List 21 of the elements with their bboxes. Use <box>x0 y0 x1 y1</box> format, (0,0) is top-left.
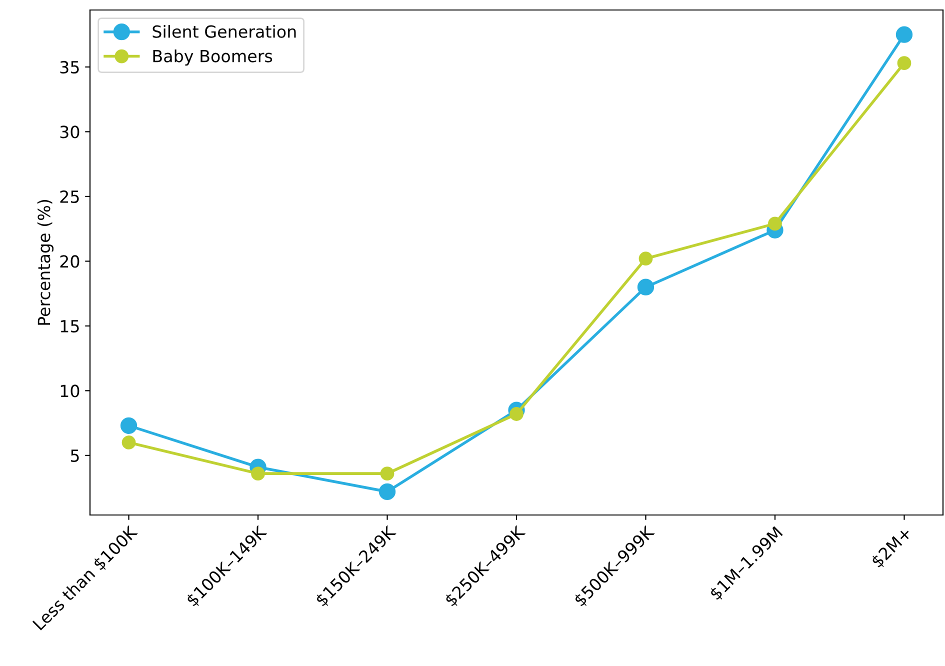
y-tick-label: 5 <box>70 450 79 462</box>
legend-label: Baby Boomers <box>153 49 272 66</box>
y-tick-label: 25 <box>60 190 79 204</box>
point <box>510 407 524 421</box>
point <box>378 483 396 500</box>
point <box>637 278 654 296</box>
point <box>122 436 136 450</box>
point <box>768 216 782 231</box>
y-tick-label: 35 <box>60 60 79 74</box>
y-tick-label: 10 <box>60 384 80 398</box>
legend-label: Silent Generation <box>152 25 296 38</box>
y-tick-label: 20 <box>60 255 80 268</box>
point <box>638 252 653 266</box>
y-tick-label: 30 <box>60 126 80 138</box>
point <box>380 466 394 481</box>
point <box>120 417 138 434</box>
point <box>897 56 912 70</box>
point <box>896 26 913 43</box>
point <box>251 466 265 481</box>
y-axis-title: Percentage (%) <box>37 200 54 325</box>
y-tick-label: 15 <box>60 320 79 333</box>
